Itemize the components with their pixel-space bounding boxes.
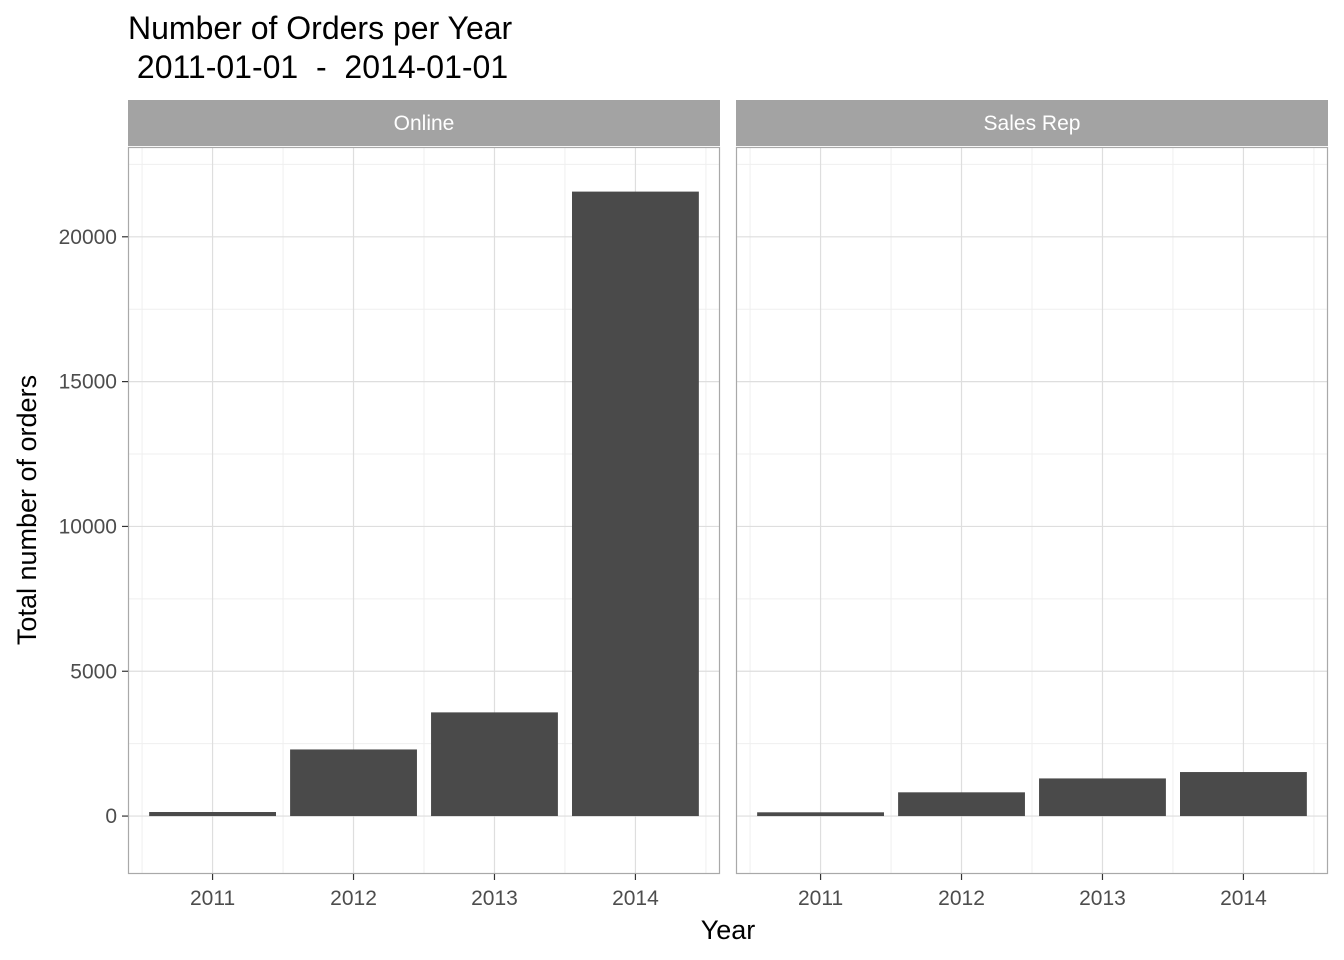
facet-strip-label: Sales Rep <box>984 112 1081 135</box>
bar-2012 <box>898 792 1025 817</box>
x-tick-label: 2011 <box>798 887 843 910</box>
facet-strip <box>128 100 720 146</box>
x-tick-label: 2014 <box>612 887 659 910</box>
y-tick-label: 0 <box>105 805 117 828</box>
x-tick-label: 2011 <box>190 887 235 910</box>
facet-panels: Online 2011 2012 2013 2014 Sales Rep 2011 2012 2… <box>127 100 1329 910</box>
facet-panel: Online 2011 2012 2013 2014 <box>127 100 721 910</box>
bar-2013 <box>1039 778 1166 817</box>
y-tick-label: 15000 <box>59 371 117 394</box>
chart-title: Number of Orders per Year <box>128 10 513 46</box>
x-tick-label: 2014 <box>1220 887 1267 910</box>
bar-2011 <box>149 812 276 817</box>
y-tick-label: 5000 <box>70 660 117 683</box>
bar-2014 <box>572 191 699 817</box>
y-axis-title: Total number of orders <box>12 375 42 645</box>
x-tick-label: 2012 <box>938 887 985 910</box>
panel-border <box>127 146 721 875</box>
bar-2013 <box>431 712 558 817</box>
facet-strip-label: Online <box>394 112 455 135</box>
facet-panel: Sales Rep 2011 2012 2013 2014 <box>735 100 1329 910</box>
x-axis-title: Year <box>701 915 756 945</box>
y-tick-label: 10000 <box>59 515 117 538</box>
panel-border <box>735 146 1329 875</box>
y-tick-label: 20000 <box>59 226 117 249</box>
bar-2011 <box>757 812 884 817</box>
x-tick-label: 2013 <box>1079 887 1126 910</box>
bar-2014 <box>1180 772 1307 817</box>
x-tick-label: 2013 <box>471 887 518 910</box>
y-axis-ticks: 0 5000 10000 15000 20000 <box>59 226 128 828</box>
bar-2012 <box>290 749 417 817</box>
chart-subtitle: 2011-01-01 - 2014-01-01 <box>128 49 508 85</box>
x-tick-label: 2012 <box>330 887 377 910</box>
facet-strip <box>736 100 1328 146</box>
